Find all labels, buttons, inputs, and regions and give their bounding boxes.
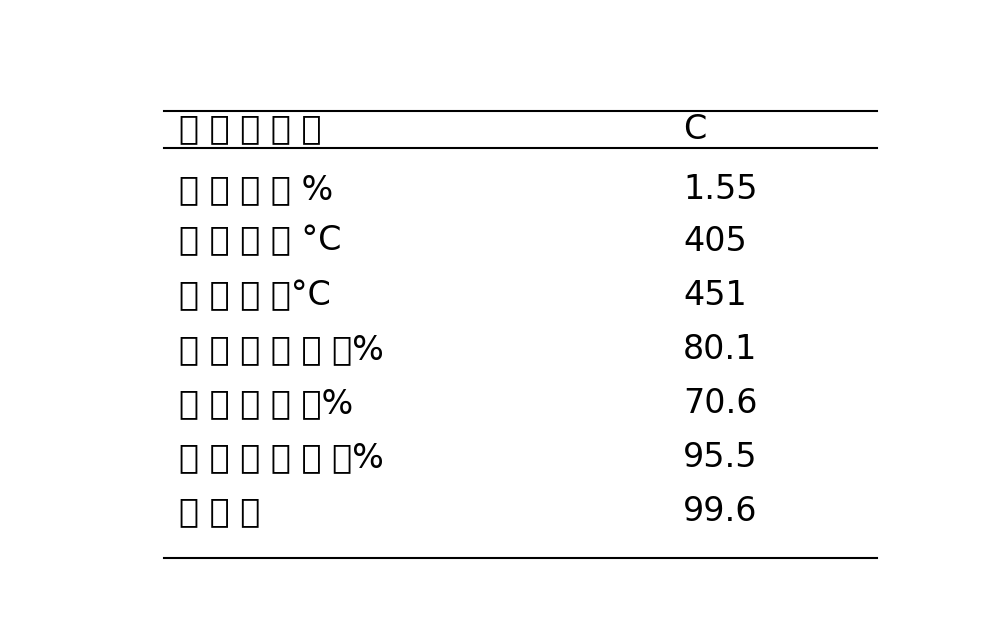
- Text: 99.6: 99.6: [683, 495, 758, 528]
- Text: 顺 龐 重 量 收 率%: 顺 龐 重 量 收 率%: [179, 441, 384, 474]
- Text: 顺 龐 选 择 性%: 顺 龐 选 择 性%: [179, 387, 354, 420]
- Text: 451: 451: [683, 279, 747, 312]
- Text: 95.5: 95.5: [683, 441, 758, 474]
- Text: 碳 平 衡: 碳 平 衡: [179, 495, 260, 528]
- Text: 405: 405: [683, 225, 747, 258]
- Text: 丁 烷 浓 度 %: 丁 烷 浓 度 %: [179, 173, 334, 206]
- Text: 80.1: 80.1: [683, 332, 757, 366]
- Text: 1.55: 1.55: [683, 173, 758, 206]
- Text: C: C: [683, 113, 706, 145]
- Text: 70.6: 70.6: [683, 387, 758, 420]
- Text: 燕 盐 温 度 °C: 燕 盐 温 度 °C: [179, 225, 342, 258]
- Text: 催 化 剂 名 称: 催 化 剂 名 称: [179, 113, 322, 145]
- Text: 正 丁 烷 转 化 率%: 正 丁 烷 转 化 率%: [179, 332, 384, 366]
- Text: 热 点 温 度°C: 热 点 温 度°C: [179, 279, 331, 312]
